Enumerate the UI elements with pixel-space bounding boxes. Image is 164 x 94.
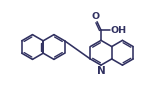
- Text: N: N: [97, 66, 105, 76]
- Text: O: O: [92, 12, 100, 21]
- Text: OH: OH: [110, 26, 126, 35]
